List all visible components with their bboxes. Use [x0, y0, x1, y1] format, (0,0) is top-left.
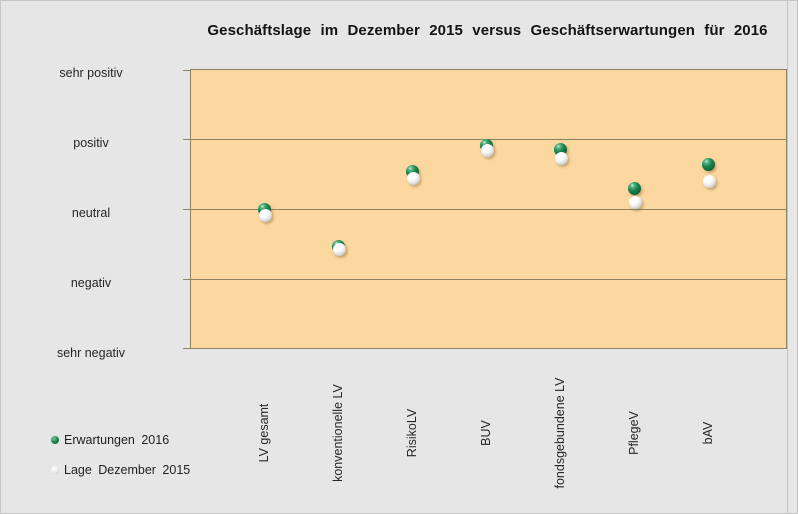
y-axis-label: sehr positiv [59, 66, 123, 80]
gridline [191, 209, 786, 210]
window-edge-divider [787, 1, 788, 513]
x-axis-label: fondsgebundene LV [553, 377, 567, 489]
chart-title: Geschäftslage im Dezember 2015 versus Ge… [207, 22, 768, 39]
data-point-lage [481, 143, 494, 157]
x-axis-label: LV gesamt [257, 403, 271, 463]
legend-item-erwartungen-2016: Erwartungen 2016 [51, 431, 190, 449]
x-axis-label: RisikoLV [405, 408, 419, 458]
data-point-lage [703, 174, 716, 188]
data-point-lage [629, 195, 642, 209]
x-axis-label: konventionelle LV [331, 384, 345, 482]
gridline [191, 279, 786, 280]
y-axis-tick [183, 279, 190, 280]
y-axis-tick [183, 209, 190, 210]
y-axis-tick [183, 139, 190, 140]
y-axis-label: sehr negativ [56, 346, 126, 360]
white-sphere-icon [51, 466, 59, 474]
plot-area [183, 69, 787, 349]
y-axis-label: positiv [73, 136, 109, 150]
y-axis-label: negativ [70, 276, 112, 290]
legend: Erwartungen 2016 Lage Dezember 2015 [51, 431, 190, 491]
legend-label: Lage Dezember 2015 [64, 463, 191, 477]
data-point-lage [407, 171, 420, 185]
y-axis-label: neutral [71, 206, 111, 220]
data-point-lage [333, 243, 346, 257]
y-axis-tick [183, 348, 190, 349]
data-point-lage [259, 208, 272, 222]
y-axis-tick [183, 70, 190, 71]
data-point-erwartungen [627, 182, 641, 196]
green-sphere-icon [51, 436, 59, 444]
x-axis-label: bAV [701, 421, 715, 445]
legend-item-lage-dezember-2015: Lage Dezember 2015 [51, 461, 190, 479]
data-point-lage [555, 152, 568, 166]
x-axis-label: BUV [479, 420, 493, 446]
x-axis-label: PflegeV [627, 411, 641, 455]
legend-label: Erwartungen 2016 [64, 433, 170, 447]
data-point-erwartungen [701, 157, 715, 171]
